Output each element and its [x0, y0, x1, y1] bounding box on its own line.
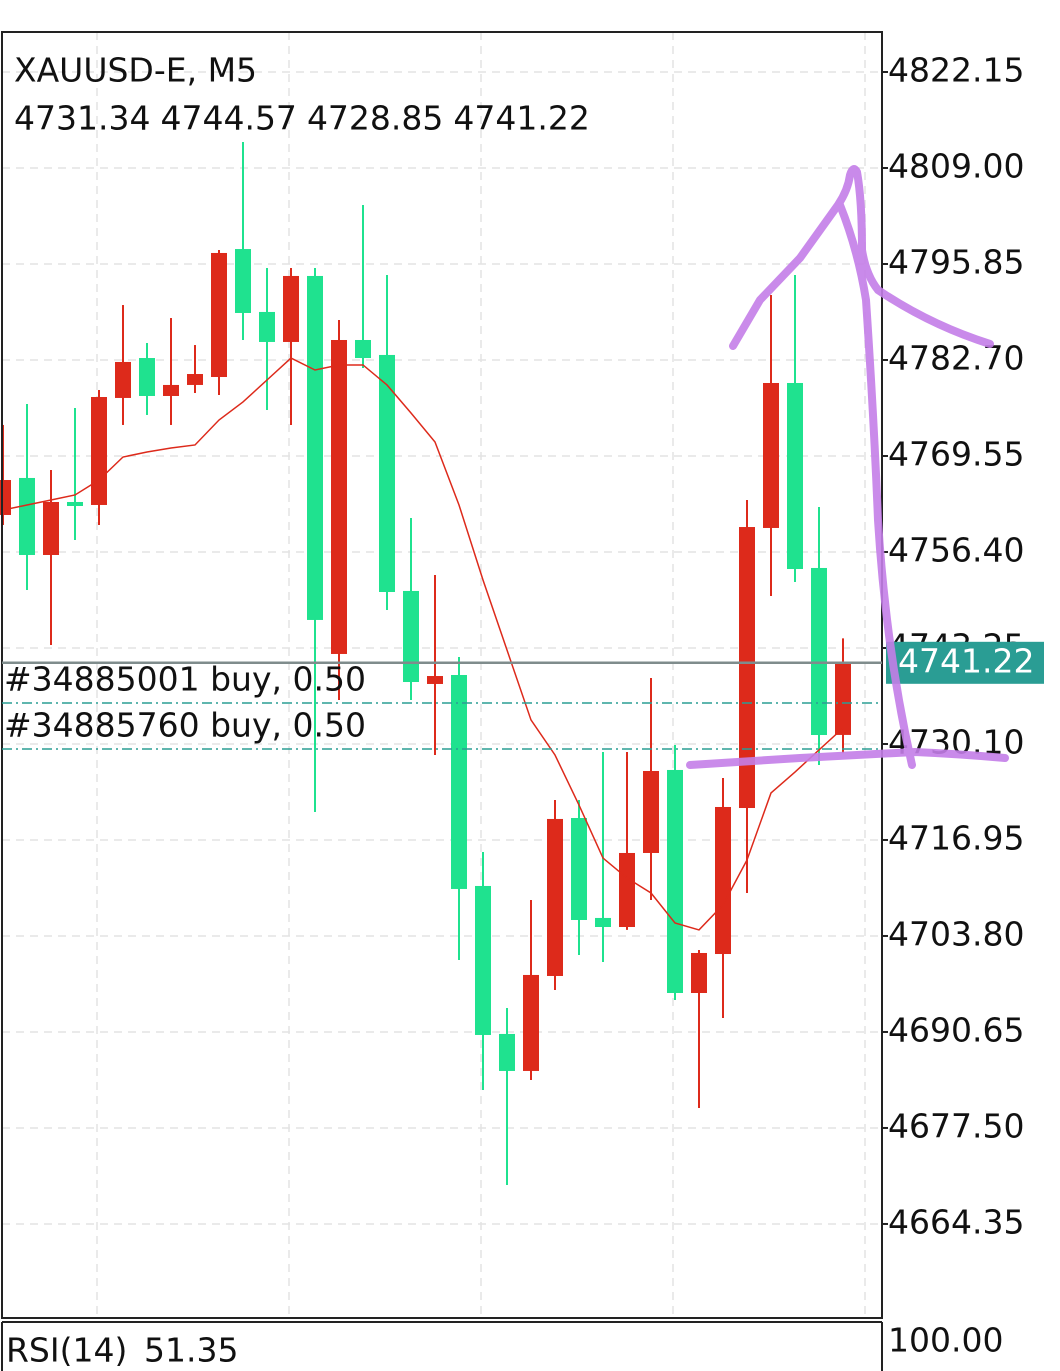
candle-body [211, 252, 227, 378]
candle-body [739, 527, 755, 809]
candle-body [571, 818, 587, 920]
candle-body [427, 676, 443, 684]
y-tick-label: 4756.40 [888, 530, 1024, 569]
order-label: #34885760 buy, 0.50 [4, 705, 366, 744]
candle-body [283, 275, 299, 342]
candle-body [259, 311, 275, 342]
candle-body [379, 354, 395, 592]
candle-body [19, 477, 35, 555]
candle-body [523, 974, 539, 1071]
order-label: #34885001 buy, 0.50 [4, 659, 366, 698]
ohlc-header: 4731.34 4744.57 4728.85 4741.22 [14, 99, 590, 138]
plot [0, 71, 882, 1225]
candle-body [139, 358, 155, 396]
candle-body [331, 339, 347, 654]
y-tick-label: 4677.50 [888, 1106, 1024, 1145]
chart-title: XAUUSD-E, M5 [14, 51, 257, 90]
rsi-name: RSI(14) [6, 1331, 127, 1370]
candle-body [667, 769, 683, 993]
candle-body [499, 1033, 515, 1071]
candle-body [403, 590, 419, 683]
y-tick-label: 4716.95 [888, 818, 1024, 857]
price-box [886, 641, 1044, 684]
grid [96, 32, 866, 1318]
drawn-stroke [686, 748, 1009, 769]
ohlc-value: 4744.57 [160, 99, 296, 138]
candle-body [787, 382, 803, 570]
y-tick-label: 4690.65 [888, 1010, 1024, 1049]
candle-body [547, 818, 563, 976]
y-tick-label: 4782.70 [888, 338, 1024, 377]
candle-body [307, 275, 323, 620]
candle-body [451, 675, 467, 889]
candle-body [67, 501, 83, 507]
y-tick-label: 4795.85 [888, 242, 1024, 281]
candle-body [691, 952, 707, 993]
moving-average [2, 357, 844, 931]
rsi-value: 51.35 [144, 1331, 238, 1370]
candle-body [187, 374, 203, 385]
candle-body [763, 382, 779, 528]
candle-body [235, 249, 251, 313]
candle-body [811, 567, 827, 736]
price-label: 4741.22 [898, 641, 1034, 680]
candle-body [355, 339, 371, 359]
ohlc-value: 4741.22 [453, 99, 589, 138]
candle-body [115, 361, 131, 398]
drawn-stroke [729, 165, 994, 350]
ohlc-value: 4728.85 [307, 99, 443, 138]
candle-body [595, 917, 611, 928]
candle-body [715, 806, 731, 955]
drawn-stroke [836, 201, 916, 769]
overlay: 4741.22 #34885001 buy, 0.50 #34885760 buy,… [2, 641, 1044, 750]
y-tick-label: 4664.35 [888, 1202, 1024, 1241]
rsi-tick-label: 100.00 [888, 1321, 1003, 1360]
y-tick-label: 4822.15 [888, 51, 1024, 90]
y-tick-label: 4769.55 [888, 434, 1024, 473]
ohlc-value: 4731.34 [14, 99, 150, 138]
drawing [686, 165, 1009, 769]
candle-body [643, 770, 659, 853]
candle-body [0, 480, 11, 515]
candle-body [163, 384, 179, 396]
candle-body [619, 852, 635, 928]
plot-frame [1, 31, 883, 1319]
candle-body [835, 662, 851, 735]
y-tick-label: 4703.80 [888, 914, 1024, 953]
candle-body [43, 501, 59, 555]
y-tick-label: 4809.00 [888, 147, 1024, 186]
candle-body [91, 397, 107, 505]
candle-body [475, 885, 491, 1035]
